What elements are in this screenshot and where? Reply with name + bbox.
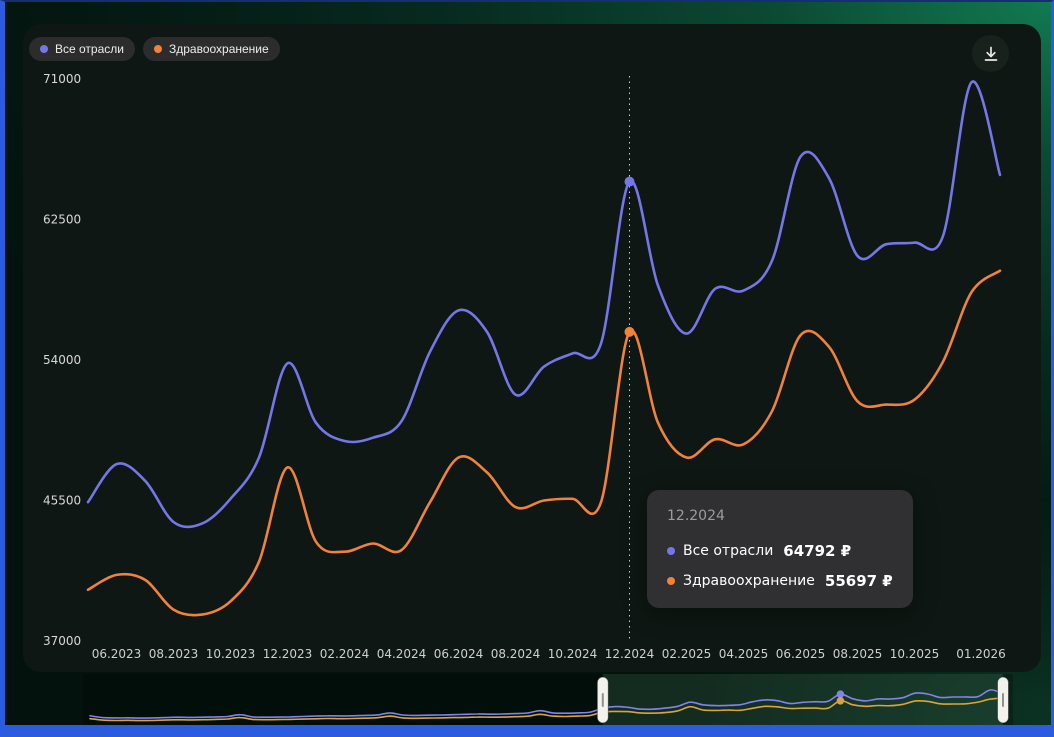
minimap-line-all-industries (89, 689, 1004, 719)
tooltip-date: 12.2024 (667, 508, 725, 524)
minimap-left-handle-notch (601, 693, 604, 707)
legend-dot-healthcare-icon (153, 45, 162, 53)
legend-item-healthcare[interactable]: Здравоохранение (142, 37, 280, 61)
tooltip-label-all-industries: Все отрасли (683, 543, 774, 559)
minimap-canvas[interactable] (83, 672, 1013, 728)
minimap-highlight-marker-healthcare (836, 697, 845, 705)
tooltip-dot-all-industries-icon (667, 547, 675, 555)
minimap-selection[interactable] (602, 674, 1003, 726)
chart-tooltip: 12.2024 Все отрасли 64792 ₽ Здравоохране… (647, 490, 913, 608)
tooltip-label-healthcare: Здравоохранение (683, 573, 815, 589)
minimap-right-handle-notch (1002, 693, 1004, 707)
legend-label-healthcare: Здравоохранение (168, 42, 269, 56)
timeline-minimap[interactable] (83, 672, 1013, 728)
legend: Все отрасли Здравоохранение (29, 37, 280, 61)
tooltip-row-all-industries: Все отрасли 64792 ₽ (667, 542, 893, 560)
tooltip-row-healthcare: Здравоохранение 55697 ₽ (667, 572, 893, 590)
tooltip-dot-healthcare-icon (667, 577, 675, 585)
tooltip-value-healthcare: 55697 ₽ (824, 572, 893, 590)
tooltip-value-all-industries: 64792 ₽ (783, 542, 852, 560)
download-button[interactable] (972, 35, 1009, 72)
legend-item-all-industries[interactable]: Все отрасли (29, 37, 135, 61)
minimap-highlight-marker-all-industries (836, 690, 845, 698)
legend-dot-all-industries-icon (40, 45, 48, 53)
legend-label-all-industries: Все отрасли (55, 42, 124, 56)
download-icon (984, 46, 997, 61)
minimap-line-healthcare (89, 697, 1004, 722)
